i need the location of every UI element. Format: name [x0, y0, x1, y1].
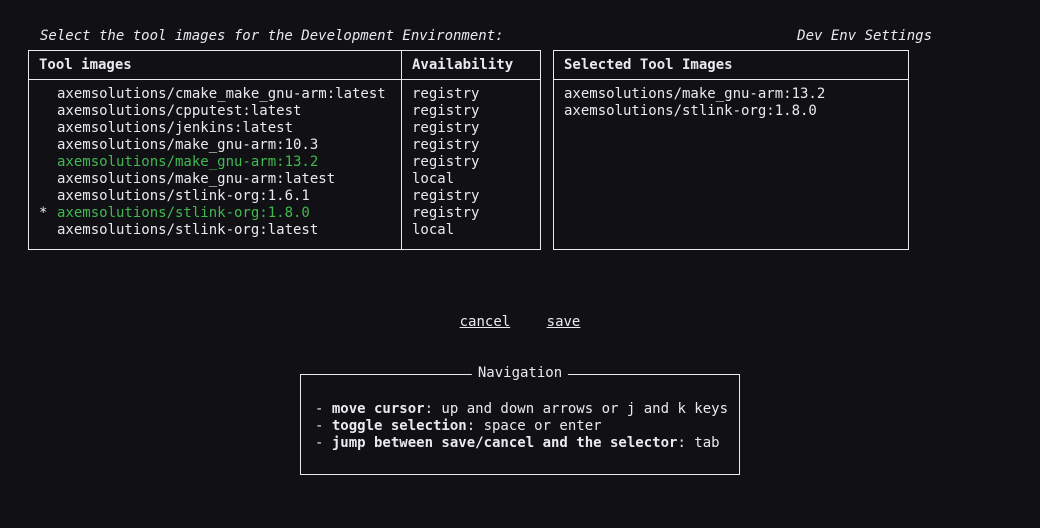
- col-header-selected: Selected Tool Images: [554, 51, 909, 80]
- availability-list: registryregistryregistryregistryregistry…: [402, 80, 540, 249]
- header-spacer: [504, 28, 798, 44]
- tool-image-name: axemsolutions/cpputest:latest: [57, 103, 301, 120]
- tool-image-row[interactable]: axemsolutions/make_gnu-arm:10.3: [39, 137, 391, 154]
- availability-value: registry: [412, 154, 530, 171]
- action-bar: cancel save: [28, 314, 1012, 330]
- navigation-box: Navigation - move cursor: up and down ar…: [300, 374, 740, 475]
- cancel-button[interactable]: cancel: [460, 314, 511, 330]
- availability-value: registry: [412, 120, 530, 137]
- nav-desc: : space or enter: [467, 418, 602, 434]
- cursor-marker: [39, 171, 57, 188]
- availability-value: registry: [412, 103, 530, 120]
- selected-panel: Selected Tool Images axemsolutions/make_…: [553, 50, 909, 250]
- cursor-marker: [39, 188, 57, 205]
- nav-key: toggle selection: [332, 418, 467, 434]
- cursor-marker: *: [39, 205, 57, 222]
- cursor-marker: [39, 137, 57, 154]
- availability-value: registry: [412, 188, 530, 205]
- tool-image-name: axemsolutions/stlink-org:1.6.1: [57, 188, 310, 205]
- navigation-item: - move cursor: up and down arrows or j a…: [315, 401, 725, 418]
- tool-image-row[interactable]: axemsolutions/stlink-org:1.6.1: [39, 188, 391, 205]
- cursor-marker: [39, 103, 57, 120]
- tool-images-panel: Tool images Availability axemsolutions/c…: [28, 50, 541, 250]
- availability-value: local: [412, 171, 530, 188]
- cursor-marker: [39, 86, 57, 103]
- navigation-legend: Navigation: [472, 365, 568, 382]
- col-header-availability: Availability: [402, 51, 541, 80]
- availability-value: local: [412, 222, 530, 239]
- selected-images-list: axemsolutions/make_gnu-arm:13.2axemsolut…: [554, 80, 908, 249]
- tool-image-row[interactable]: axemsolutions/cmake_make_gnu-arm:latest: [39, 86, 391, 103]
- tool-image-name: axemsolutions/make_gnu-arm:13.2: [57, 154, 318, 171]
- cursor-marker: [39, 120, 57, 137]
- tool-image-row[interactable]: axemsolutions/stlink-org:latest: [39, 222, 391, 239]
- selected-image-row: axemsolutions/stlink-org:1.8.0: [564, 103, 898, 120]
- availability-value: registry: [412, 86, 530, 103]
- tool-image-name: axemsolutions/make_gnu-arm:latest: [57, 171, 335, 188]
- col-header-tools: Tool images: [29, 51, 402, 80]
- header-prompt: Select the tool images for the Developme…: [40, 28, 504, 44]
- tool-images-list[interactable]: axemsolutions/cmake_make_gnu-arm:latest …: [29, 80, 401, 249]
- navigation-item: - jump between save/cancel and the selec…: [315, 435, 725, 452]
- tool-image-name: axemsolutions/stlink-org:1.8.0: [57, 205, 310, 222]
- header-title: Dev Env Settings: [797, 28, 932, 44]
- availability-value: registry: [412, 137, 530, 154]
- availability-value: registry: [412, 205, 530, 222]
- tool-image-row[interactable]: * axemsolutions/stlink-org:1.8.0: [39, 205, 391, 222]
- navigation-item: - toggle selection: space or enter: [315, 418, 725, 435]
- tool-image-row[interactable]: axemsolutions/cpputest:latest: [39, 103, 391, 120]
- nav-key: move cursor: [332, 401, 425, 417]
- selected-image-row: axemsolutions/make_gnu-arm:13.2: [564, 86, 898, 103]
- save-button[interactable]: save: [547, 314, 581, 330]
- cursor-marker: [39, 154, 57, 171]
- tool-image-row[interactable]: axemsolutions/make_gnu-arm:13.2: [39, 154, 391, 171]
- nav-desc: : up and down arrows or j and k keys: [425, 401, 728, 417]
- tool-image-row[interactable]: axemsolutions/make_gnu-arm:latest: [39, 171, 391, 188]
- tool-image-name: axemsolutions/stlink-org:latest: [57, 222, 318, 239]
- tool-image-name: axemsolutions/make_gnu-arm:10.3: [57, 137, 318, 154]
- nav-key: jump between save/cancel and the selecto…: [332, 435, 678, 451]
- cursor-marker: [39, 222, 57, 239]
- nav-desc: : tab: [677, 435, 719, 451]
- tool-image-row[interactable]: axemsolutions/jenkins:latest: [39, 120, 391, 137]
- tool-image-name: axemsolutions/cmake_make_gnu-arm:latest: [57, 86, 386, 103]
- tool-image-name: axemsolutions/jenkins:latest: [57, 120, 293, 137]
